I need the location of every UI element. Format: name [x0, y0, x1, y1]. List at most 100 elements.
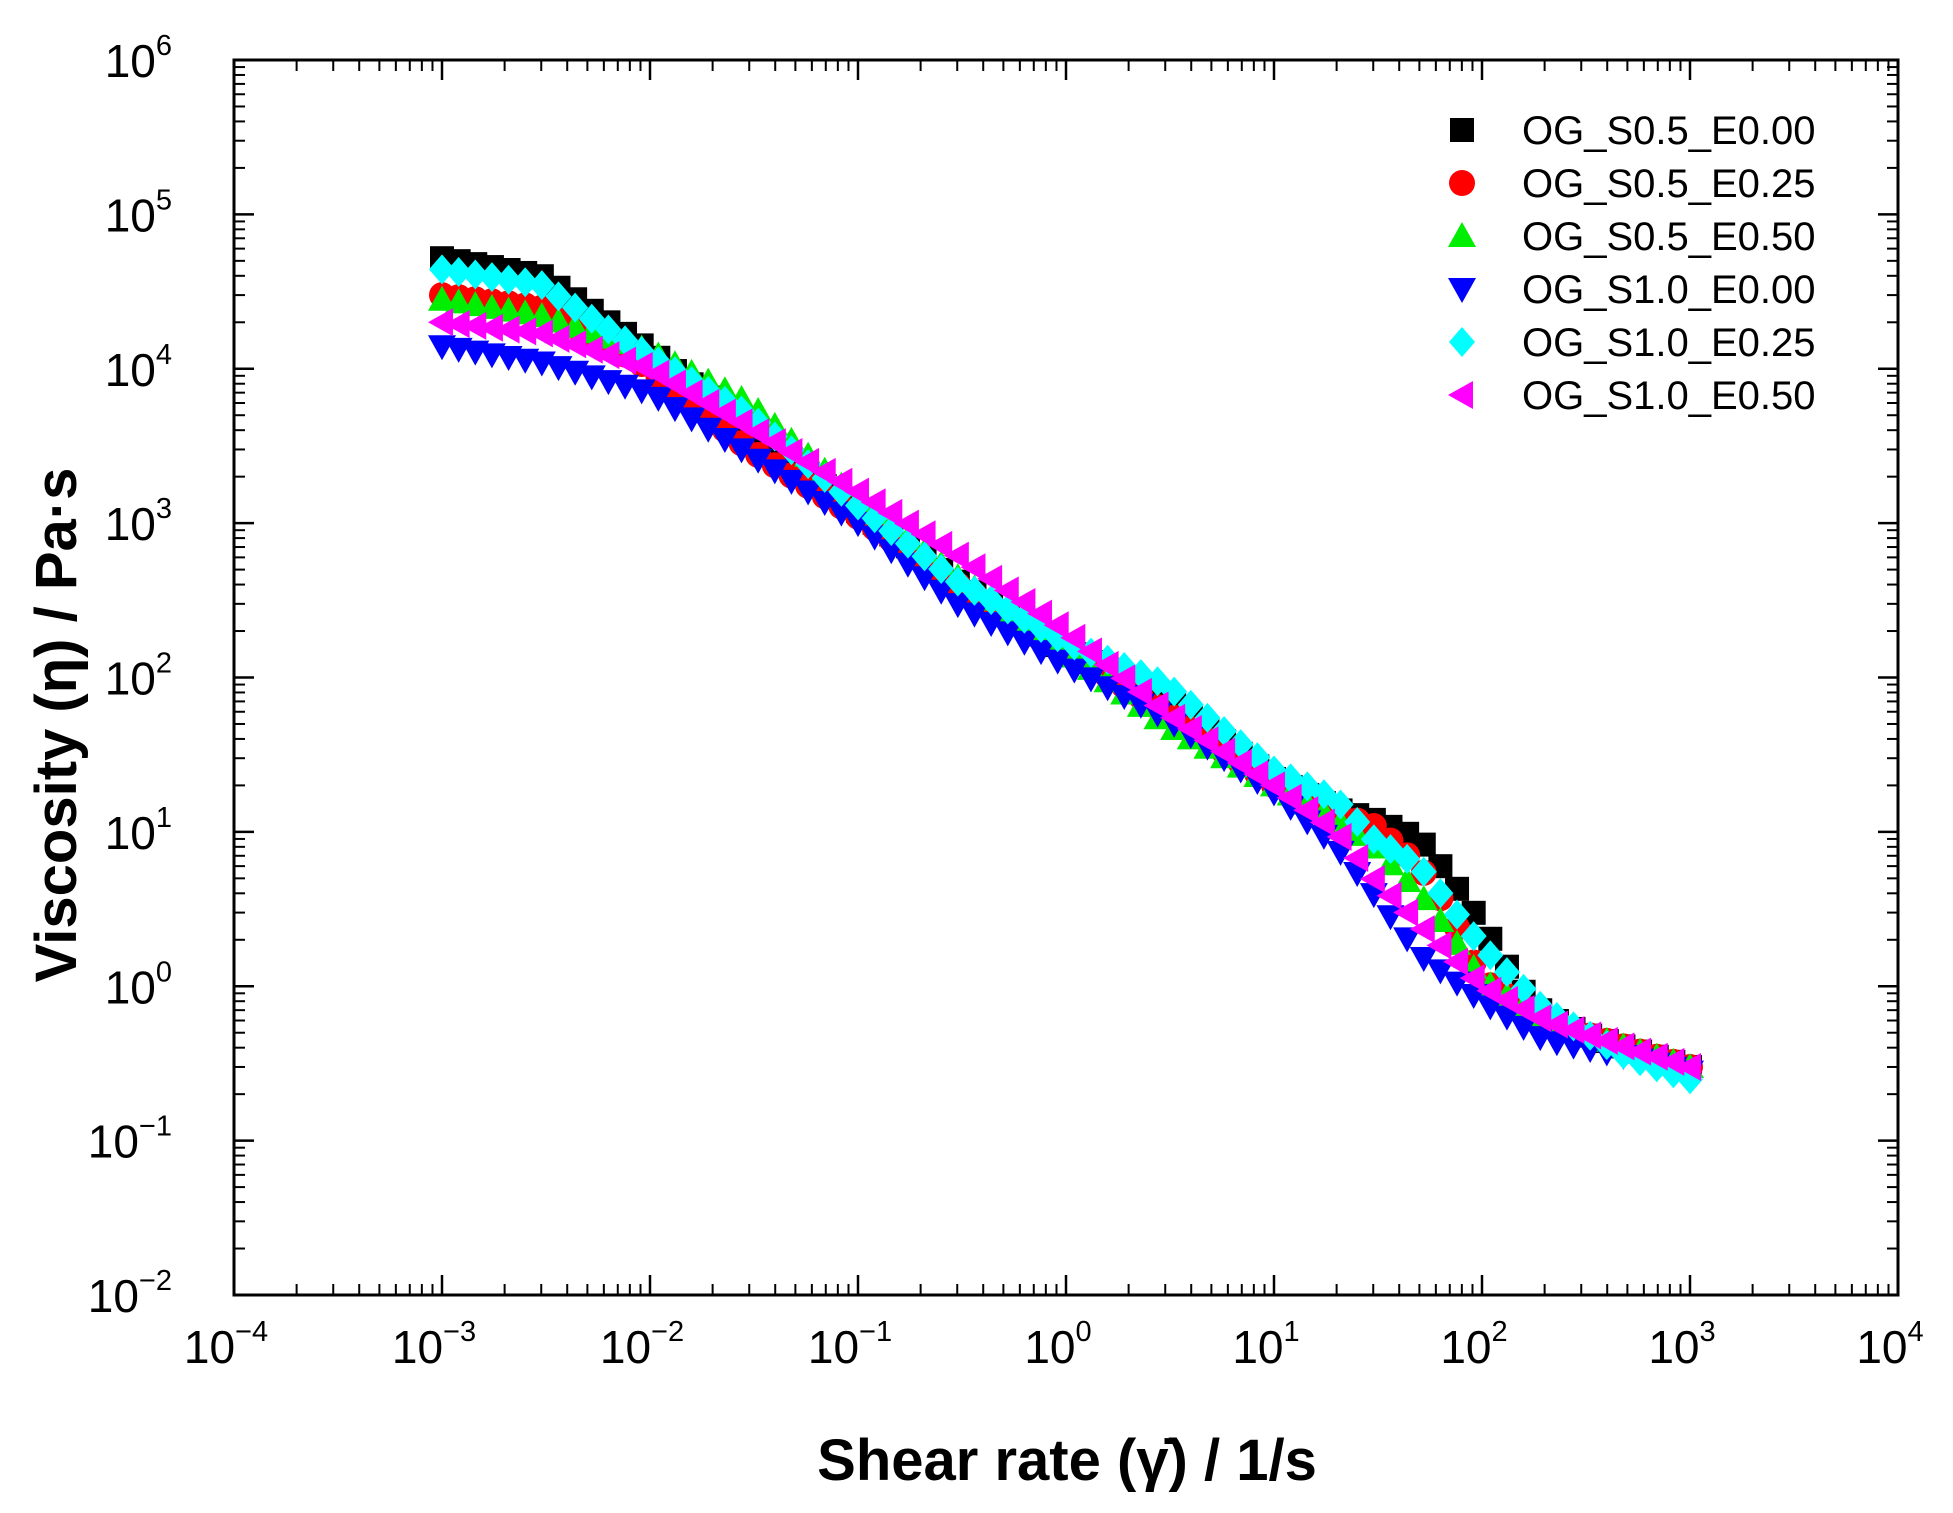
x-tick-label: 102 — [1440, 1316, 1507, 1373]
data-point — [744, 448, 773, 474]
data-point — [1592, 1026, 1618, 1055]
data-point — [1492, 1005, 1521, 1031]
y-tick-label: 10−2 — [88, 1265, 172, 1322]
x-tick-label: 101 — [1232, 1316, 1299, 1373]
data-point — [1093, 676, 1122, 702]
data-point — [461, 311, 487, 340]
data-point — [1394, 843, 1421, 874]
x-tick-label: 10−1 — [808, 1316, 892, 1373]
data-point — [1443, 947, 1469, 976]
data-point — [810, 457, 836, 486]
data-point — [993, 576, 1019, 605]
data-point — [1509, 995, 1535, 1024]
data-point — [1176, 715, 1202, 744]
minor-ticks — [234, 60, 1898, 1295]
series-OG_S1.0_E0.00 — [428, 335, 1704, 1086]
x-axis-title: Shear rate (γ̇) / 1/s — [817, 1428, 1317, 1493]
data-point — [660, 369, 686, 398]
data-point — [1393, 898, 1419, 927]
data-point — [1409, 946, 1438, 972]
y-tick-label: 106 — [105, 30, 172, 87]
data-point — [1460, 921, 1487, 952]
data-point — [943, 593, 972, 619]
data-point — [1509, 1015, 1538, 1041]
data-point — [1542, 1010, 1568, 1039]
data-point — [993, 621, 1022, 647]
data-point — [777, 438, 803, 467]
legend-marker — [1449, 170, 1475, 196]
data-point — [710, 428, 739, 454]
data-point — [1226, 748, 1252, 777]
data-point — [1459, 964, 1485, 993]
data-point — [429, 254, 455, 285]
data-point — [960, 553, 986, 582]
data-point — [1410, 856, 1437, 887]
data-point — [1060, 623, 1086, 652]
data-point — [1243, 760, 1269, 789]
legend-marker — [1450, 118, 1474, 142]
data-point — [1043, 649, 1072, 675]
data-point — [1343, 843, 1369, 872]
data-point — [694, 388, 720, 417]
data-point — [727, 438, 756, 464]
x-tick-label: 104 — [1856, 1316, 1923, 1373]
data-points — [428, 246, 1704, 1095]
data-point — [660, 397, 689, 423]
y-tick-label: 104 — [105, 339, 172, 396]
data-point — [1309, 808, 1335, 837]
data-point — [911, 541, 938, 572]
major-ticks — [232, 58, 1900, 1297]
data-point — [444, 288, 473, 314]
series-OG_S1.0_E0.50 — [428, 308, 1701, 1081]
data-point — [1293, 796, 1319, 825]
data-point — [1027, 599, 1053, 628]
data-point — [577, 335, 603, 364]
y-tick-label: 105 — [105, 184, 172, 241]
data-point — [444, 310, 470, 339]
data-point — [1027, 640, 1056, 666]
data-point — [494, 315, 520, 344]
data-point — [627, 379, 656, 405]
data-point — [1210, 737, 1236, 766]
data-point — [477, 313, 503, 342]
data-point — [561, 330, 587, 359]
legend-label: OG_S1.0_E0.25 — [1522, 321, 1816, 365]
data-point — [677, 407, 706, 433]
legend-marker — [1448, 278, 1476, 303]
data-point — [1492, 985, 1518, 1014]
data-point — [1359, 864, 1385, 893]
y-axis-title: Viscosity (η) / Pa·s — [24, 468, 89, 983]
data-point — [794, 447, 820, 476]
data-point — [1409, 915, 1435, 944]
y-tick-label: 100 — [105, 956, 172, 1013]
x-tick-label: 10−4 — [184, 1316, 268, 1373]
data-point — [644, 386, 673, 412]
data-point — [1110, 664, 1136, 693]
data-point — [1626, 1037, 1652, 1066]
data-point — [727, 408, 753, 437]
data-point — [1010, 588, 1036, 617]
data-point — [1043, 611, 1069, 640]
y-tick-label: 101 — [105, 802, 172, 859]
data-point — [744, 418, 770, 447]
legend-marker — [1448, 222, 1476, 247]
data-point — [1076, 667, 1105, 693]
y-tick-label: 10−1 — [88, 1111, 172, 1168]
data-point — [677, 379, 703, 408]
data-point — [928, 554, 955, 585]
data-point — [927, 530, 953, 559]
data-point — [1559, 1015, 1585, 1044]
data-point — [1276, 783, 1302, 812]
legend-label: OG_S0.5_E0.50 — [1522, 215, 1816, 259]
data-point — [1426, 931, 1452, 960]
data-point — [943, 541, 969, 570]
data-point — [1126, 677, 1152, 706]
data-point — [477, 293, 506, 319]
data-point — [960, 602, 989, 628]
y-tick-label: 103 — [105, 493, 172, 550]
data-point — [1076, 637, 1102, 666]
x-tick-label: 103 — [1648, 1316, 1715, 1373]
data-point — [1143, 691, 1169, 720]
data-point — [544, 324, 570, 353]
